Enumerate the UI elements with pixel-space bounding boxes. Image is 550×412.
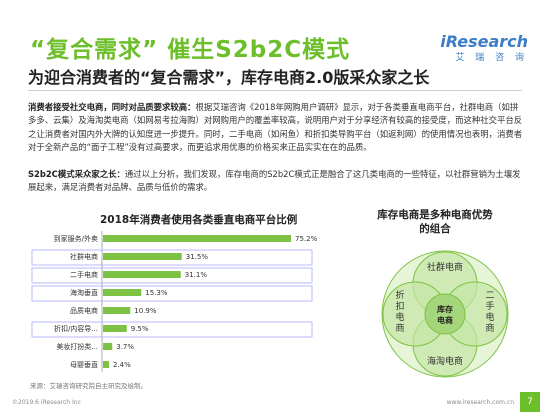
highlight-box — [31, 249, 313, 266]
category-label: 美妆打扮类... — [56, 342, 98, 351]
category-label: 品质电商 — [70, 306, 98, 315]
bar — [103, 235, 291, 242]
label-top: 社群电商 — [427, 261, 463, 273]
label-center: 库存电商 — [437, 304, 453, 325]
logo-brand: iResearch — [440, 32, 528, 51]
venn-diagram: 社群电商 海淘电商 折扣电商 二手电商 库存电商 — [381, 250, 509, 378]
bar — [103, 325, 127, 332]
label-right: 二手电商 — [485, 291, 494, 334]
bar — [103, 307, 131, 314]
paragraph-1: 消费者接受社交电商，同时对品质要求较高：根据艾瑞咨询《2018年网购用户调研》显… — [28, 101, 524, 155]
highlight-box — [31, 267, 313, 284]
paragraph-1-lead: 消费者接受社交电商，同时对品质要求较高： — [28, 102, 196, 112]
data-label: 3.7% — [116, 343, 134, 351]
category-label: 到家服务/外卖 — [54, 234, 98, 243]
paragraph-2: S2b2C模式采众家之长：通过以上分析，我们发现，库存电商的S2b2C模式正是融… — [28, 168, 524, 195]
paragraph-2-lead: S2b2C模式采众家之长： — [28, 169, 125, 179]
bar — [103, 271, 181, 278]
bar — [103, 289, 142, 296]
paragraph-1-text: 根据艾瑞咨询《2018年网购用户调研》显示，对于各类垂直电商平台，社群电商（如拼… — [28, 102, 523, 153]
venn-title-line-1: 库存电商是多种电商优势 — [377, 209, 493, 221]
bar — [103, 361, 109, 368]
category-label: 社群电商 — [70, 252, 98, 261]
bar-chart: 到家服务/外卖 75.2% 社群电商 31.5% 二手电商 31.1% 海淘垂直 15.3% 品… — [31, 231, 318, 372]
copyright: ©2019.6 iResearch Inc — [12, 399, 81, 406]
bar — [103, 343, 113, 350]
page-title: “复合需求” 催生S2b2C模式 — [30, 37, 351, 63]
data-label: 2.4% — [113, 361, 131, 369]
center-circle — [424, 293, 466, 335]
bar — [103, 253, 182, 260]
data-label: 75.2% — [295, 235, 318, 243]
chart-title: 2018年消费者使用各类垂直电商平台比例 — [100, 214, 298, 226]
iresearch-logo: iResearch 艾 瑞 咨 询 — [440, 32, 528, 63]
page-number: 7 — [520, 392, 540, 412]
source-note: 来源：艾瑞咨询研究院自主研究及绘制。 — [30, 382, 147, 390]
logo-subtext: 艾 瑞 咨 询 — [455, 53, 528, 63]
category-label: 二手电商 — [70, 270, 98, 279]
label-left: 折扣电商 — [395, 289, 404, 334]
page-subtitle: 为迎合消费者的“复合需求”，库存电商2.0版采众家之长 — [28, 68, 430, 87]
data-label: 15.3% — [145, 289, 168, 297]
data-label: 9.5% — [131, 325, 149, 333]
header-divider — [28, 90, 522, 91]
data-label: 10.9% — [134, 307, 157, 315]
paragraph-2-text: 通过以上分析，我们发现，库存电商的S2b2C模式正是融合了这几类电商的一些特征，… — [28, 169, 521, 193]
category-label: 母婴垂直 — [70, 360, 98, 369]
venn-title: 库存电商是多种电商优势 的组合 — [375, 208, 495, 236]
website-url: www.iresearch.com.cn — [446, 399, 514, 406]
category-label: 折扣/内容导... — [54, 324, 98, 333]
highlight-box — [31, 321, 313, 338]
highlight-box — [31, 285, 313, 302]
label-bottom: 海淘电商 — [427, 355, 463, 367]
category-label: 海淘垂直 — [70, 288, 98, 297]
data-label: 31.1% — [185, 271, 208, 279]
data-label: 31.5% — [186, 253, 209, 261]
venn-title-line-2: 的组合 — [419, 223, 451, 235]
